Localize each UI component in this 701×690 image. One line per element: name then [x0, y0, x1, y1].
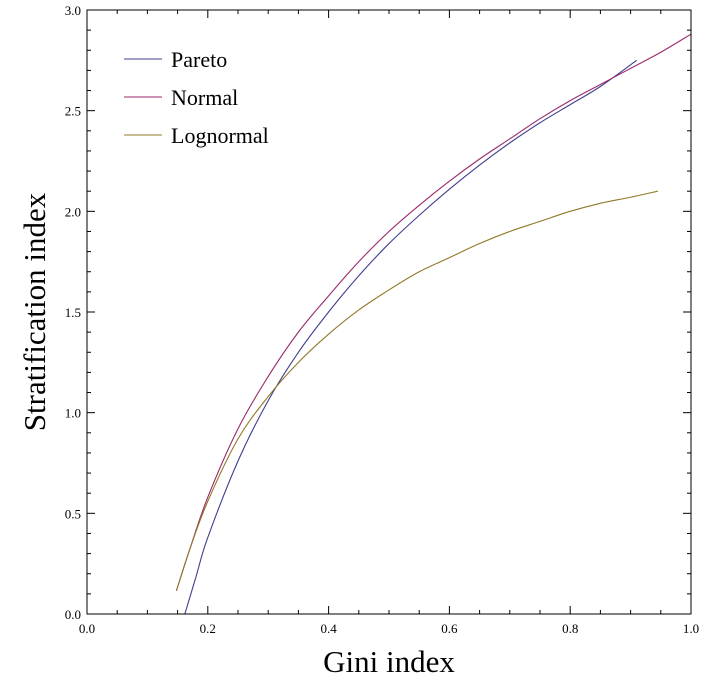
x-tick-label: 0.2	[200, 621, 216, 636]
legend-label-normal: Normal	[171, 85, 238, 110]
series-line-normal	[175, 33, 692, 592]
y-tick-label: 3.0	[65, 3, 81, 18]
y-tick-label: 0.0	[65, 607, 81, 622]
x-axis-title: Gini index	[323, 644, 455, 679]
x-tick-label: 0.6	[441, 621, 458, 636]
plot-frame	[86, 9, 692, 615]
x-tick-label: 0.4	[320, 621, 337, 636]
y-axis-title: Stratification index	[17, 192, 52, 431]
x-tick-label: 0.0	[79, 621, 95, 636]
minor-ticks	[87, 10, 691, 614]
y-tick-label: 2.0	[65, 204, 81, 219]
legend: Pareto Normal Lognormal	[124, 47, 269, 148]
series-lines	[175, 33, 692, 615]
series-line-pareto	[184, 59, 637, 615]
series-line-lognormal	[175, 190, 658, 592]
x-tick-label: 1.0	[683, 621, 699, 636]
y-tick-label: 1.5	[65, 305, 81, 320]
tick-labels: 0.0 0.2 0.4 0.6 0.8 1.0 0.0 0.5 1.0 1.5 2.0 2.5 3.0	[65, 3, 699, 636]
y-tick-label: 1.0	[65, 406, 81, 421]
legend-label-pareto: Pareto	[171, 47, 227, 72]
y-tick-label: 2.5	[65, 104, 81, 119]
y-tick-label: 0.5	[65, 506, 81, 521]
legend-label-lognormal: Lognormal	[171, 123, 269, 148]
x-tick-label: 0.8	[562, 621, 578, 636]
